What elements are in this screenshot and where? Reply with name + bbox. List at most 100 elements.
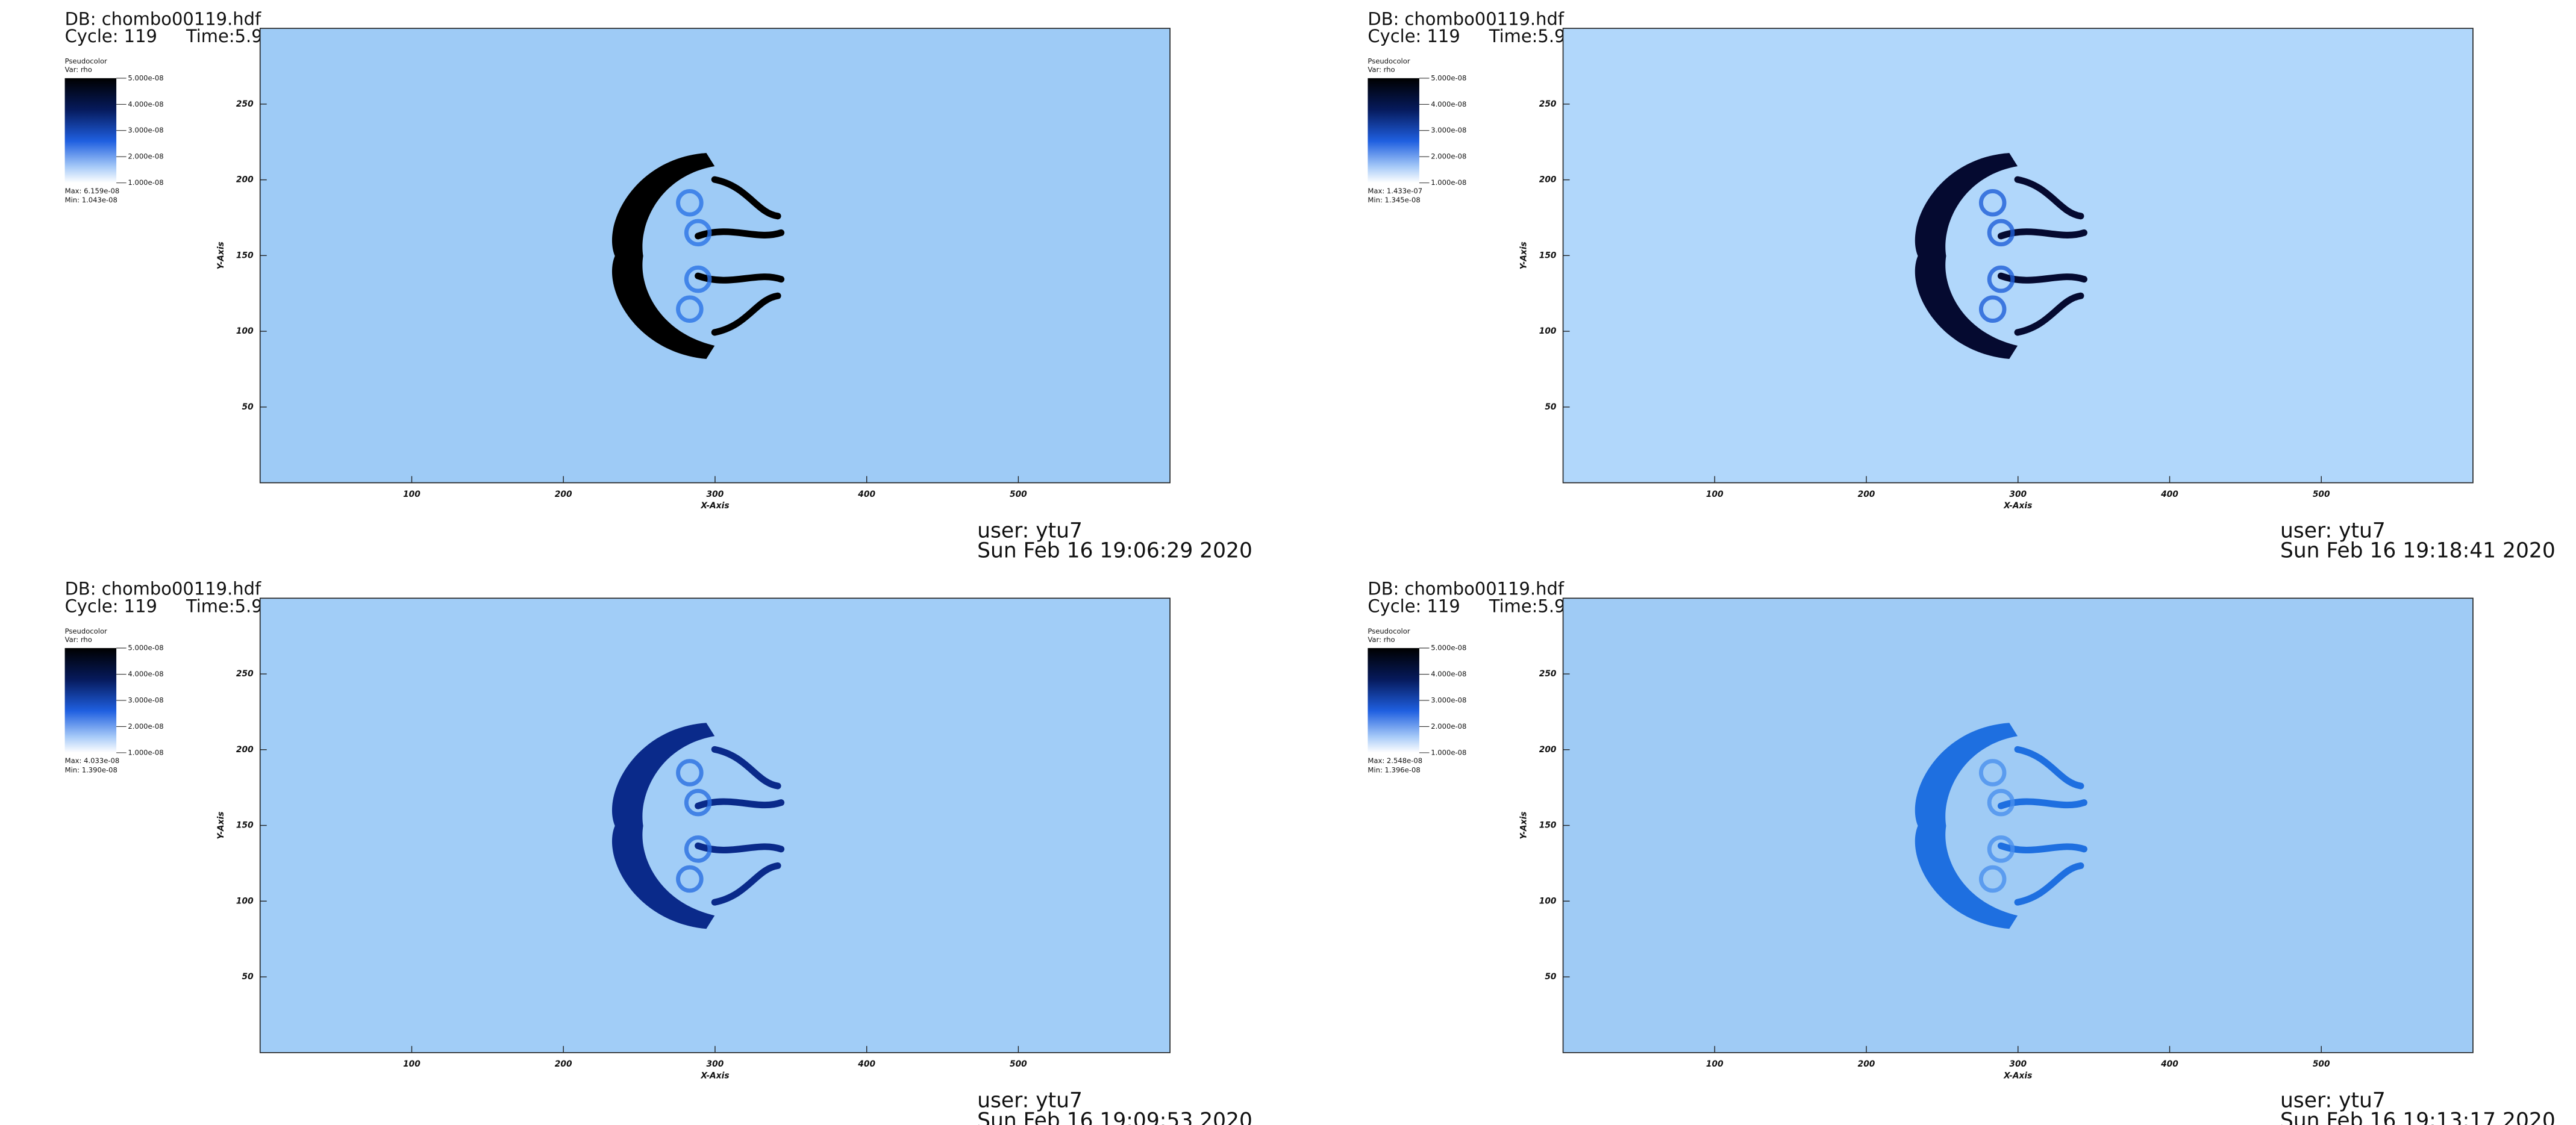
vortex [676,865,704,893]
vortex [684,265,712,293]
x-tick-label: 100 [1706,490,1724,499]
vortex [1987,265,2015,293]
legend-plot: Pseudocolor [65,627,107,635]
colorbar-tick-label: 3.000e-08 [1431,696,1466,704]
legend-plot: Pseudocolor [1368,627,1410,635]
x-axis-label: X-Axis [2003,1071,2032,1080]
y-tick-label: 200 [236,175,254,185]
y-tick-label: 50 [242,402,254,412]
shock-front [1915,152,2018,360]
plot-field [1563,598,2473,1053]
vortex [676,759,704,787]
user-label: user: ytu7 [977,519,1083,543]
vortex-finger [2014,176,2084,220]
shock-front [611,723,715,929]
cycle-label: Cycle: 119 [1368,596,1460,616]
colorbar [1368,78,1419,183]
x-axis-label: X-Axis [2003,501,2032,511]
y-tick-label: 100 [1539,896,1557,906]
y-tick-label: 250 [236,99,254,109]
y-tick-label: 250 [1539,669,1557,679]
user-label: user: ytu7 [977,1089,1083,1113]
x-tick-label: 400 [2160,1059,2178,1069]
colorbar-tick-label: 2.000e-08 [128,722,163,731]
vortex [1987,219,2015,247]
user-label: user: ytu7 [2280,519,2386,543]
vortex-finger [711,292,781,336]
colorbar-tick-label: 4.000e-08 [128,100,163,108]
vortex-finger [2014,746,2084,790]
colorbar-tick-label: 3.000e-08 [128,126,163,134]
colorbar [1368,648,1419,753]
vortex [676,295,704,323]
x-tick-label: 100 [403,490,420,499]
colorbar-tick-label: 1.000e-08 [1431,748,1466,756]
x-axis-label: X-Axis [700,1071,729,1080]
legend-min: Min: 1.390e-08 [65,765,117,774]
shock-front [611,152,715,360]
vortex-finger [2014,862,2084,906]
y-axis-label: Y-Axis [1519,242,1529,269]
x-tick-label: 500 [2313,1059,2330,1069]
legend-min: Min: 1.345e-08 [1368,196,1420,204]
user-label: user: ytu7 [2280,1089,2386,1113]
x-tick-label: 200 [1858,1059,1875,1069]
y-tick-label: 150 [236,251,254,260]
colorbar-tick-label: 1.000e-08 [128,748,163,756]
colorbar-tick-label: 1.000e-08 [128,178,163,187]
legend-var: Var: rho [65,635,92,644]
y-tick-label: 50 [1545,972,1557,982]
vortex-finger [711,862,781,906]
colorbar-tick-label: 5.000e-08 [1431,644,1466,652]
cycle-label: Cycle: 119 [65,26,157,46]
legend-plot: Pseudocolor [1368,57,1410,66]
x-tick-label: 300 [2009,1059,2027,1069]
colorbar-tick-label: 4.000e-08 [1431,100,1466,108]
legend-min: Min: 1.043e-08 [65,196,117,204]
date-label: Sun Feb 16 19:13:17 2020 [2280,1109,2556,1125]
legend-max: Max: 4.033e-08 [65,756,120,765]
db-label: DB: chombo00119.hdf [1368,8,1564,29]
vortex-finger [711,746,781,790]
db-label: DB: chombo00119.hdf [65,8,261,29]
x-tick-label: 200 [555,1059,572,1069]
x-tick-label: 400 [857,490,875,499]
vortex [684,788,712,817]
date-label: Sun Feb 16 19:06:29 2020 [977,539,1252,563]
colorbar-tick-label: 2.000e-08 [1431,722,1466,731]
colorbar-tick-label: 5.000e-08 [128,644,163,652]
x-tick-label: 100 [1706,1059,1724,1069]
x-tick-label: 300 [707,490,724,499]
x-tick-label: 300 [707,1059,724,1069]
colorbar-tick-label: 3.000e-08 [1431,126,1466,134]
y-tick-label: 150 [1539,251,1557,260]
legend-max: Max: 1.433e-07 [1368,187,1422,195]
legend-max: Max: 2.548e-08 [1368,756,1422,765]
y-tick-label: 150 [1539,821,1557,831]
y-tick-label: 100 [236,896,254,906]
vortex [1978,759,2007,787]
vortex [1978,189,2007,217]
plot-field [260,28,1171,483]
legend-min: Min: 1.396e-08 [1368,765,1420,774]
y-axis-label: Y-Axis [1519,811,1529,839]
colorbar-tick-label: 4.000e-08 [128,670,163,678]
colorbar-tick-label: 3.000e-08 [128,696,163,704]
y-tick-label: 250 [1539,99,1557,109]
x-tick-label: 200 [1858,490,1875,499]
vortex [1987,835,2015,863]
cycle-label: Cycle: 119 [65,596,157,616]
vortex [1978,865,2007,893]
legend-max: Max: 6.159e-08 [65,187,120,195]
db-label: DB: chombo00119.hdf [65,579,261,599]
plot-field [1563,28,2473,483]
vortex [1978,295,2007,323]
y-tick-label: 100 [236,326,254,336]
colorbar-tick-label: 2.000e-08 [128,152,163,161]
vortex [684,835,712,863]
x-tick-label: 400 [2160,490,2178,499]
